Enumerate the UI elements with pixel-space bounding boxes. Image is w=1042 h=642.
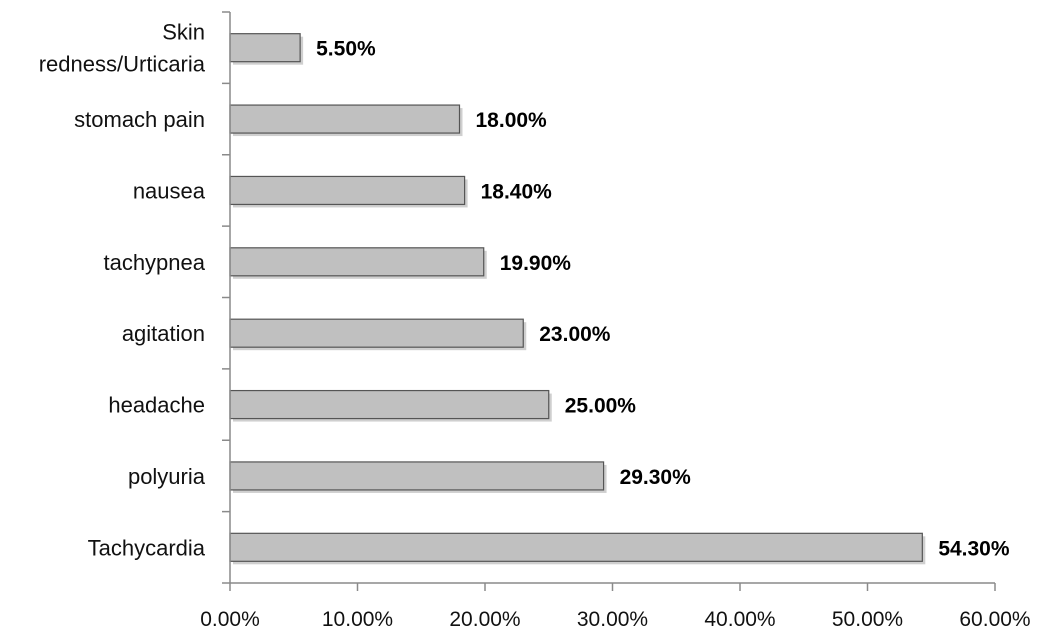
x-tick-label: 40.00% (704, 608, 775, 631)
data-label: 29.30% (620, 466, 692, 489)
x-tick-label: 0.00% (200, 608, 260, 631)
bar (229, 532, 923, 562)
category-label: Skin redness/Urticaria (39, 20, 206, 77)
bar (229, 175, 466, 206)
x-tick-label: 30.00% (577, 608, 648, 631)
bar (229, 461, 605, 491)
category-label: nausea (133, 178, 206, 203)
labels-layer: 5.50% 18.00% 18.40% 19.90% 23.00% 25.00% 29.30… (39, 20, 1031, 631)
data-label: 19.90% (500, 252, 572, 275)
bar (229, 247, 485, 277)
data-label: 5.50% (316, 38, 376, 61)
data-label: 25.00% (565, 395, 637, 418)
category-label: headache (108, 393, 205, 418)
category-label: stomach pain (74, 107, 205, 132)
x-tick-label: 20.00% (449, 608, 520, 631)
bar (229, 33, 301, 63)
data-label: 18.00% (476, 109, 548, 132)
category-label: agitation (122, 321, 205, 346)
axes-layer (222, 11, 996, 591)
bars-layer (229, 33, 926, 565)
bar (229, 104, 461, 134)
x-tick-label: 10.00% (322, 608, 393, 631)
category-label: tachypnea (103, 250, 205, 275)
data-label: 54.30% (938, 537, 1010, 560)
x-tick-label: 50.00% (832, 608, 903, 631)
data-label: 23.00% (539, 323, 611, 346)
data-label: 18.40% (481, 180, 553, 203)
x-tick-label: 60.00% (959, 608, 1030, 631)
category-label: Tachycardia (88, 535, 206, 560)
bar (229, 318, 524, 348)
category-label: polyuria (128, 464, 206, 489)
bar (229, 389, 550, 420)
